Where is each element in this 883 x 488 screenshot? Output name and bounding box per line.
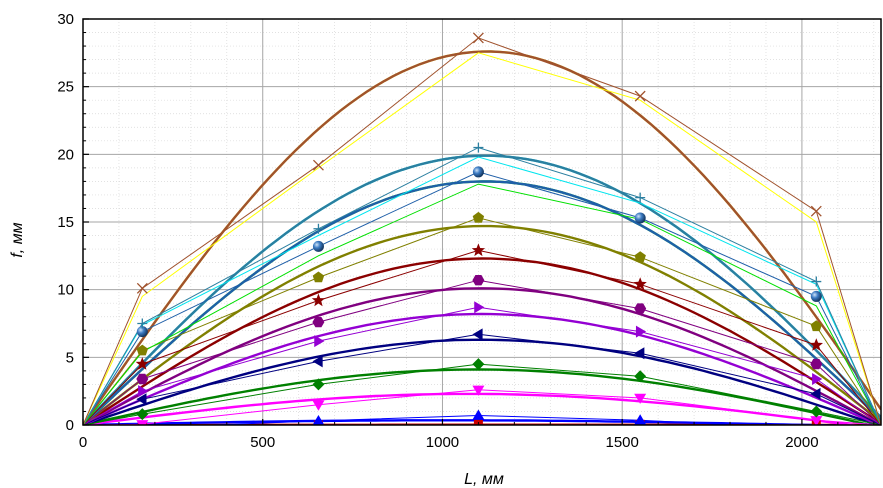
data-point-s4	[810, 405, 823, 418]
data-point-s7	[634, 303, 647, 314]
data-point-s7	[810, 358, 823, 370]
data-point-s6	[138, 385, 149, 398]
data-point-s15	[472, 32, 484, 44]
fit-curve-15	[83, 50, 881, 425]
data-point-s3	[472, 385, 485, 396]
data-point-s7	[312, 317, 325, 328]
data-point-s8	[311, 293, 326, 307]
data-point-s3	[634, 393, 647, 404]
data-point-s4	[472, 358, 485, 371]
data-point-s15	[810, 205, 822, 217]
data-point-s2	[472, 409, 485, 420]
data-point-s11	[136, 326, 148, 338]
data-point-s15	[634, 90, 646, 102]
fit-curve-13	[83, 154, 881, 425]
fit-curve-9	[83, 224, 881, 425]
x-tick-label: 1000	[426, 434, 459, 451]
data-point-s13	[137, 318, 148, 329]
data-point-s7	[472, 275, 485, 286]
y-tick-label: 30	[57, 11, 74, 28]
data-point-s4	[136, 408, 149, 421]
x-tick-label: 2000	[785, 434, 818, 451]
data-point-s13	[313, 223, 324, 234]
y-tick-label: 10	[57, 282, 74, 299]
data-point-s3	[810, 416, 823, 425]
data-point-s4	[634, 370, 647, 383]
x-tick-label: 0	[79, 434, 87, 451]
fit-curve-8	[83, 257, 881, 425]
data-point-s6	[474, 301, 485, 314]
data-point-s5	[312, 355, 323, 368]
data-point-s13	[473, 142, 484, 153]
data-point-s5	[472, 328, 483, 341]
y-tick-label: 5	[66, 349, 74, 366]
data-point-s8	[809, 338, 823, 351]
data-point-s11	[312, 240, 324, 252]
y-tick-label: 15	[57, 214, 74, 231]
fit-curve-6	[83, 312, 881, 425]
data-point-s8	[471, 243, 486, 257]
data-point-s11	[472, 166, 484, 178]
data-point-s2	[634, 414, 647, 425]
data-point-s9	[136, 344, 148, 356]
data-point-s7	[136, 373, 149, 385]
data-point-s8	[135, 357, 149, 370]
x-tick-label: 1500	[606, 434, 639, 451]
data-point-s5	[810, 387, 821, 400]
data-point-s9	[312, 271, 325, 283]
y-tick-label: 25	[57, 79, 74, 96]
x-tick-label: 500	[250, 434, 275, 451]
data-point-s6	[635, 325, 647, 338]
data-point-s6	[314, 335, 325, 348]
data-point-s3	[136, 420, 149, 425]
data-point-s11	[810, 290, 822, 302]
data-point-s5	[634, 347, 645, 360]
data-point-s9	[810, 320, 822, 332]
data-point-s9	[472, 211, 485, 223]
data-point-s11	[634, 212, 646, 224]
y-tick-label: 20	[57, 146, 74, 163]
y-axis-title: f, мм	[9, 222, 26, 257]
fit-curve-7	[83, 287, 881, 425]
measured-line-14	[83, 52, 881, 425]
y-tick-label: 0	[66, 417, 74, 434]
data-point-s9	[634, 251, 646, 262]
x-axis-title: L, мм	[464, 471, 504, 488]
data-point-s15	[312, 159, 324, 171]
data-point-s6	[812, 372, 823, 385]
fit-curve-4	[83, 368, 876, 425]
data-point-s2	[312, 414, 325, 425]
data-point-s5	[136, 393, 147, 406]
axis-ticks: 0 500 1000 1500 2000 0 5 10 15 20 25 30	[57, 11, 875, 451]
data-point-s8	[633, 277, 647, 290]
data-point-s3	[312, 400, 325, 411]
data-point-s13	[635, 192, 646, 203]
data-point-s15	[136, 282, 148, 294]
data-point-s4	[312, 378, 325, 391]
data-point-s13	[811, 276, 822, 287]
